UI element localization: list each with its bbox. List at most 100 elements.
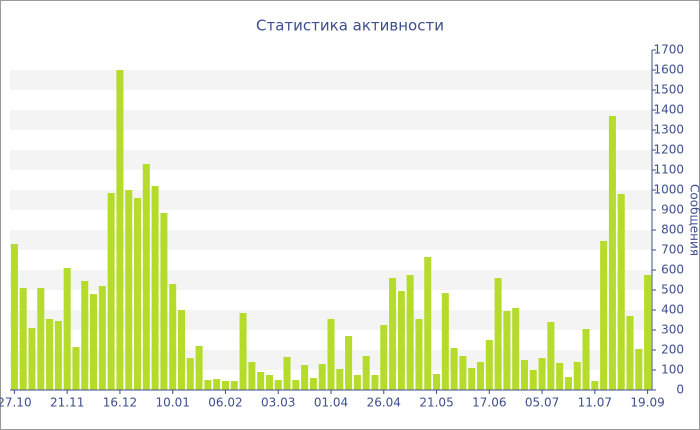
x-tick-label: 26.04 <box>367 396 401 410</box>
x-tick-label: 10.01 <box>156 396 190 410</box>
grid-band <box>10 230 652 250</box>
x-tick-label: 17.06 <box>472 396 506 410</box>
bar <box>468 368 476 390</box>
bar <box>476 362 485 390</box>
bar <box>608 116 616 390</box>
bar <box>90 294 98 390</box>
x-tick-label: 06.02 <box>208 396 242 410</box>
grid-band <box>10 150 652 170</box>
bar <box>309 378 317 390</box>
bar <box>644 275 652 390</box>
bar <box>336 369 344 390</box>
bar <box>239 313 247 390</box>
y-tick-label: 300 <box>661 323 684 337</box>
y-tick-label: 800 <box>661 223 684 237</box>
bar <box>380 325 388 390</box>
bar <box>98 286 106 390</box>
bar <box>327 319 335 390</box>
x-tick-label: 19.09 <box>630 396 664 410</box>
bar <box>125 190 133 390</box>
bar <box>556 363 564 390</box>
bar <box>512 308 520 390</box>
bar <box>116 70 124 390</box>
bar <box>107 193 115 390</box>
bar <box>397 291 405 390</box>
bar <box>433 374 441 390</box>
bar <box>494 278 502 390</box>
y-tick-label: 600 <box>661 263 684 277</box>
bar <box>142 164 150 390</box>
x-tick-label: 16.12 <box>103 396 137 410</box>
bar <box>626 316 634 390</box>
bar <box>318 364 326 390</box>
bar <box>635 349 643 390</box>
x-tick-label: 03.03 <box>261 396 295 410</box>
bar <box>72 347 80 390</box>
x-tick-label: 11.07 <box>578 396 612 410</box>
chart-title: Статистика активности <box>256 17 444 35</box>
bar <box>19 288 27 390</box>
bar <box>389 278 397 390</box>
bar <box>248 362 256 390</box>
bar <box>177 310 186 390</box>
x-tick-label: 21.05 <box>419 396 453 410</box>
bar <box>63 268 71 390</box>
bar <box>274 380 282 390</box>
bar <box>10 244 18 390</box>
y-tick-label: 1500 <box>653 83 684 97</box>
bar <box>283 357 291 390</box>
y-axis-label: Сообщения <box>688 184 700 256</box>
y-tick-label: 100 <box>661 363 684 377</box>
bar <box>450 348 458 390</box>
bar <box>134 198 142 390</box>
bar <box>151 186 159 390</box>
y-tick-label: 1200 <box>653 143 684 157</box>
x-tick-label: 01.04 <box>314 396 348 410</box>
x-tick-label: 05.07 <box>525 396 559 410</box>
bar <box>424 257 432 390</box>
bar <box>221 381 229 390</box>
grid-band <box>10 270 652 290</box>
y-tick-label: 700 <box>661 243 684 257</box>
bar <box>345 336 353 390</box>
x-tick-label: 27.10 <box>0 396 32 410</box>
bar <box>186 358 194 390</box>
bar <box>406 275 414 390</box>
bar <box>503 311 511 390</box>
y-tick-label: 400 <box>661 303 684 317</box>
bar <box>81 281 89 390</box>
y-tick-label: 200 <box>661 343 684 357</box>
bar <box>617 194 625 390</box>
bar <box>292 380 300 390</box>
y-tick-label: 0 <box>676 383 684 397</box>
bar <box>441 293 449 390</box>
y-tick-label: 500 <box>661 283 684 297</box>
bar <box>600 241 608 390</box>
bar <box>520 360 528 390</box>
bar <box>582 329 590 390</box>
bar <box>265 375 273 390</box>
y-tick-label: 1300 <box>653 123 684 137</box>
bar <box>547 322 555 390</box>
bar <box>28 328 36 390</box>
y-tick-label: 1600 <box>653 63 684 77</box>
bar <box>591 381 599 390</box>
bar <box>213 379 221 390</box>
bar <box>529 370 537 390</box>
bar <box>195 346 203 390</box>
bar <box>169 284 177 390</box>
bar <box>257 372 265 390</box>
bar <box>362 356 370 390</box>
bar <box>160 213 168 390</box>
y-tick-label: 1100 <box>653 163 684 177</box>
bar <box>46 319 54 390</box>
bar <box>54 321 62 390</box>
bar <box>415 319 423 390</box>
bar <box>353 375 361 390</box>
bar <box>459 356 467 390</box>
grid-band <box>10 190 652 210</box>
bar <box>204 380 212 390</box>
grid-band <box>10 110 652 130</box>
bar <box>538 358 546 390</box>
